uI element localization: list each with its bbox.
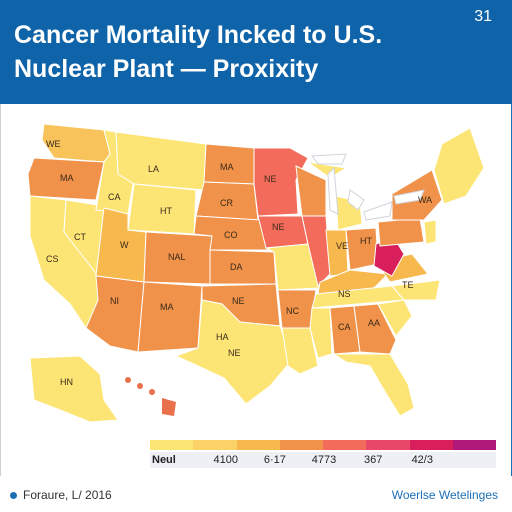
state-montana <box>115 131 207 191</box>
page-title: Cancer Mortality Incked to U.S. Nuclear … <box>14 18 454 86</box>
state-georgia <box>353 303 397 355</box>
legend-labels: Neul 4100 6·17 4773 367 42/3 <box>150 452 496 468</box>
legend-swatch <box>323 440 367 450</box>
state-label: NE <box>272 222 285 232</box>
state-minnesota <box>253 147 309 217</box>
state-label: WE <box>46 139 61 149</box>
state-south-carolina <box>377 299 413 337</box>
state-label: HN <box>60 377 73 387</box>
title-line-2: Nuclear Plant — Proxixity <box>14 55 319 83</box>
state-label: NC <box>286 306 299 316</box>
state-north-carolina <box>391 279 441 301</box>
source-note: Foraure, L/ 2016 <box>10 488 112 502</box>
state-pennsylvania <box>377 217 425 247</box>
state-label: VE <box>336 241 348 251</box>
legend-label: 4100 <box>213 454 238 466</box>
state-label: NE <box>228 348 241 358</box>
legend-label: 4773 <box>311 454 337 466</box>
legend-label: 42/3 <box>411 454 433 466</box>
title-line-1: Cancer Mortality Incked to U.S. <box>14 21 383 49</box>
state-label: NE <box>264 174 277 184</box>
state-label: HA <box>216 332 229 342</box>
header-banner: Cancer Mortality Incked to U.S. Nuclear … <box>0 0 512 104</box>
legend-label <box>447 452 496 468</box>
state-wisconsin <box>295 165 327 217</box>
state-label: WA <box>418 195 432 205</box>
state-new-mexico <box>137 281 203 353</box>
state-label: TE <box>402 280 414 290</box>
legend-color-scale <box>150 440 496 450</box>
state-ohio <box>345 227 379 271</box>
state-new-jersey <box>423 219 437 245</box>
hawaii-island <box>149 389 155 395</box>
state-label: DA <box>230 262 243 272</box>
state-louisiana <box>281 327 319 375</box>
state-label: MA <box>220 162 234 172</box>
legend-label: Neul <box>152 454 176 466</box>
state-label: CO <box>224 230 238 240</box>
page-number: 31 <box>474 8 492 25</box>
us-choropleth-map: WE MA LA CA HT MA CR NE CT W NAL CO CS D… <box>27 123 485 423</box>
state-label: CA <box>108 192 121 202</box>
state-label: W <box>120 240 129 250</box>
info-dot-icon <box>10 492 17 500</box>
legend-swatch <box>193 440 237 450</box>
state-label: HT <box>360 236 372 246</box>
state-oregon <box>27 157 105 201</box>
legend-swatch <box>150 440 194 450</box>
state-label: NI <box>110 296 119 306</box>
state-label: LA <box>148 164 159 174</box>
legend-label: 6·17 <box>263 454 286 466</box>
legend-swatch <box>452 440 496 450</box>
state-label: NAL <box>168 252 186 262</box>
map-legend: Neul 4100 6·17 4773 367 42/3 <box>150 440 496 468</box>
state-label: HT <box>160 206 172 216</box>
legend-label: 367 <box>363 454 383 466</box>
state-new-england <box>433 127 485 205</box>
legend-swatch <box>279 440 323 450</box>
state-texas <box>174 299 293 405</box>
state-label: CR <box>220 198 233 208</box>
state-missouri <box>264 243 321 291</box>
state-label: NE <box>232 296 245 306</box>
state-indiana <box>325 229 349 277</box>
great-lakes <box>311 153 425 221</box>
hawaii-island <box>125 377 131 383</box>
state-alaska <box>29 355 119 423</box>
state-michigan-up <box>307 161 348 179</box>
legend-swatch <box>409 440 453 450</box>
state-iowa <box>257 215 309 249</box>
state-label: CS <box>46 254 59 264</box>
state-label: AA <box>368 318 380 328</box>
hawaii-island <box>137 383 143 389</box>
state-mississippi <box>309 307 333 359</box>
legend-swatch <box>366 440 410 450</box>
state-label: NS <box>338 289 351 299</box>
state-label: CA <box>338 322 351 332</box>
state-label: MA <box>160 302 174 312</box>
legend-swatch <box>236 440 280 450</box>
source-text: Foraure, L/ 2016 <box>23 488 112 502</box>
state-label: MA <box>60 173 74 183</box>
state-florida <box>332 353 415 417</box>
state-kansas <box>209 249 277 285</box>
state-label: CT <box>74 232 86 242</box>
brand-credit: Woerlse Wetelinges <box>391 488 498 502</box>
hawaii-big-island <box>162 398 176 416</box>
